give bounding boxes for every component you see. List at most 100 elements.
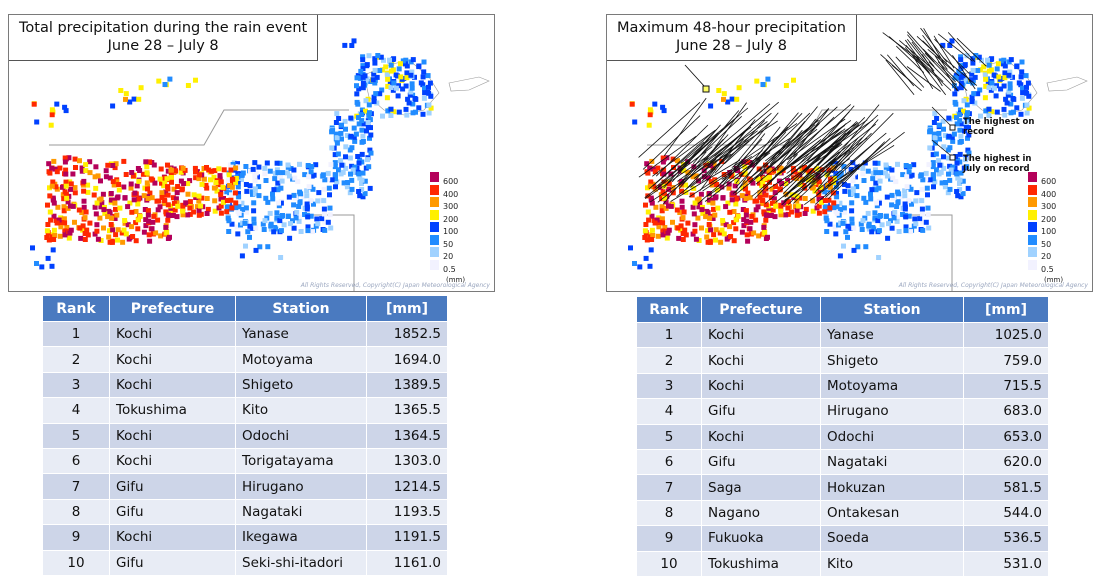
header-prefecture: Prefecture bbox=[701, 296, 821, 323]
station-cell: Nagataki bbox=[235, 498, 367, 526]
station-cell: Ontakesan bbox=[820, 499, 964, 527]
legend-label: 200 bbox=[443, 214, 459, 224]
header-mm: [mm] bbox=[963, 296, 1049, 323]
table-row: 5 Kochi Odochi 653.0 bbox=[636, 423, 1049, 450]
legend-swatch bbox=[1028, 209, 1037, 220]
mm-cell: 1694.0 bbox=[366, 346, 448, 373]
legend-label: 20 bbox=[1041, 252, 1052, 261]
station-cell: Yanase bbox=[820, 321, 964, 349]
rank-cell: 3 bbox=[636, 372, 702, 400]
prefecture-cell: Gifu bbox=[109, 498, 236, 526]
header-prefecture: Prefecture bbox=[109, 295, 236, 322]
legend-label: 100 bbox=[443, 227, 459, 236]
legend-unit: (mm) bbox=[446, 276, 466, 284]
legend-swatch bbox=[430, 247, 439, 257]
table-row: 1 Kochi Yanase 1852.5 bbox=[42, 320, 448, 348]
legend-label: 0.5 bbox=[443, 264, 456, 274]
mm-cell: 620.0 bbox=[963, 448, 1049, 476]
prefecture-cell: Kochi bbox=[109, 346, 236, 373]
table-row: 10 Tokushima Kito 531.0 bbox=[636, 550, 1049, 577]
prefecture-cell: Fukuoka bbox=[701, 525, 821, 552]
prefecture-cell: Tokushima bbox=[109, 397, 236, 424]
mm-cell: 544.0 bbox=[963, 499, 1049, 527]
legend-label: 200 bbox=[1041, 214, 1057, 224]
station-cell: Hirugano bbox=[820, 398, 964, 425]
annotation-highest-in-july-2: July on record bbox=[963, 164, 1030, 174]
table-row: 9 Fukuoka Soeda 536.5 bbox=[636, 525, 1049, 552]
table-header-row: Rank Prefecture Station [mm] bbox=[42, 295, 448, 322]
mm-cell: 1365.5 bbox=[366, 397, 448, 424]
prefecture-cell: Tokushima bbox=[701, 550, 821, 577]
prefecture-cell: Kochi bbox=[109, 422, 236, 449]
precipitation-map bbox=[30, 38, 490, 291]
legend-swatch bbox=[430, 209, 439, 220]
mm-cell: 1161.0 bbox=[366, 549, 448, 576]
rank-cell: 4 bbox=[636, 398, 702, 425]
legend-swatch bbox=[430, 234, 439, 245]
legend-label: 600 bbox=[443, 177, 459, 186]
mm-cell: 536.5 bbox=[963, 525, 1049, 552]
rank-cell: 9 bbox=[42, 524, 110, 551]
prefecture-cell: Gifu bbox=[701, 398, 821, 425]
map-title-line2: June 28 – July 8 bbox=[675, 38, 787, 54]
rank-cell: 1 bbox=[636, 321, 702, 349]
legend-swatch bbox=[430, 197, 439, 207]
prefecture-cell: Kochi bbox=[701, 347, 821, 374]
rank-cell: 5 bbox=[636, 423, 702, 450]
legend-swatch bbox=[430, 184, 439, 195]
table-row: 6 Gifu Nagataki 620.0 bbox=[636, 448, 1049, 476]
rank-cell: 1 bbox=[42, 320, 110, 348]
table-row: 7 Saga Hokuzan 581.5 bbox=[636, 474, 1049, 501]
station-cell: Torigatayama bbox=[235, 447, 367, 475]
table-row: 8 Nagano Ontakesan 544.0 bbox=[636, 499, 1049, 527]
station-cell: Shigeto bbox=[820, 347, 964, 374]
mm-cell: 759.0 bbox=[963, 347, 1049, 374]
prefecture-cell: Gifu bbox=[701, 448, 821, 476]
table-row: 3 Kochi Motoyama 715.5 bbox=[636, 372, 1049, 400]
copyright-notice: All Rights Reserved, Copyright(C) Japan … bbox=[300, 282, 490, 289]
legend-swatch bbox=[430, 259, 439, 270]
station-cell: Kito bbox=[820, 550, 964, 577]
legend-unit: (mm) bbox=[1044, 276, 1064, 284]
station-cell: Yanase bbox=[235, 320, 367, 348]
table-row: 1 Kochi Yanase 1025.0 bbox=[636, 321, 1049, 349]
legend-swatch bbox=[1028, 197, 1037, 207]
mm-cell: 683.0 bbox=[963, 398, 1049, 425]
rank-cell: 10 bbox=[42, 549, 110, 576]
legend-label: 600 bbox=[1041, 177, 1057, 186]
legend-swatch bbox=[1028, 259, 1037, 270]
precipitation-legend: 600 400 300 200 100 50 20 0.5 (mm) bbox=[1028, 172, 1078, 286]
prefecture-cell: Kochi bbox=[701, 372, 821, 400]
ranking-table-48h: Rank Prefecture Station [mm] 1 Kochi Yanas… bbox=[636, 296, 1049, 577]
table-row: 7 Gifu Hirugano 1214.5 bbox=[42, 473, 448, 500]
header-station: Station bbox=[235, 295, 367, 322]
table-body: 1 Kochi Yanase 1025.0 2 Kochi Shigeto 759.0 3 Koc… bbox=[636, 321, 1049, 577]
station-cell: Motoyama bbox=[820, 372, 964, 400]
table-row: 6 Kochi Torigatayama 1303.0 bbox=[42, 447, 448, 475]
prefecture-cell: Saga bbox=[701, 474, 821, 501]
rank-cell: 7 bbox=[636, 474, 702, 501]
mm-cell: 1193.5 bbox=[366, 498, 448, 526]
mm-cell: 1364.5 bbox=[366, 422, 448, 449]
legend-label: 100 bbox=[1041, 227, 1057, 236]
mm-cell: 653.0 bbox=[963, 423, 1049, 450]
rank-cell: 10 bbox=[636, 550, 702, 577]
precipitation-map bbox=[628, 27, 1088, 291]
map-title-line2: June 28 – July 8 bbox=[107, 38, 219, 54]
rank-cell: 8 bbox=[636, 499, 702, 527]
prefecture-cell: Kochi bbox=[109, 371, 236, 399]
station-cell: Ikegawa bbox=[235, 524, 367, 551]
precipitation-legend: 600 400 300 200 100 50 20 0.5 (mm) bbox=[430, 172, 480, 286]
table-row: 2 Kochi Motoyama 1694.0 bbox=[42, 346, 448, 373]
station-cell: Hokuzan bbox=[820, 474, 964, 501]
station-cell: Soeda bbox=[820, 525, 964, 552]
map-max-48h-precipitation: Maximum 48-hour precipitation June 28 – … bbox=[606, 14, 1093, 292]
mm-cell: 531.0 bbox=[963, 550, 1049, 577]
map-geography bbox=[628, 38, 1088, 291]
prefecture-cell: Kochi bbox=[701, 321, 821, 349]
header-rank: Rank bbox=[636, 296, 702, 323]
header-rank: Rank bbox=[42, 295, 110, 322]
rank-cell: 7 bbox=[42, 473, 110, 500]
map-title: Total precipitation during the rain even… bbox=[9, 15, 319, 61]
legend-label: 400 bbox=[1041, 189, 1057, 199]
